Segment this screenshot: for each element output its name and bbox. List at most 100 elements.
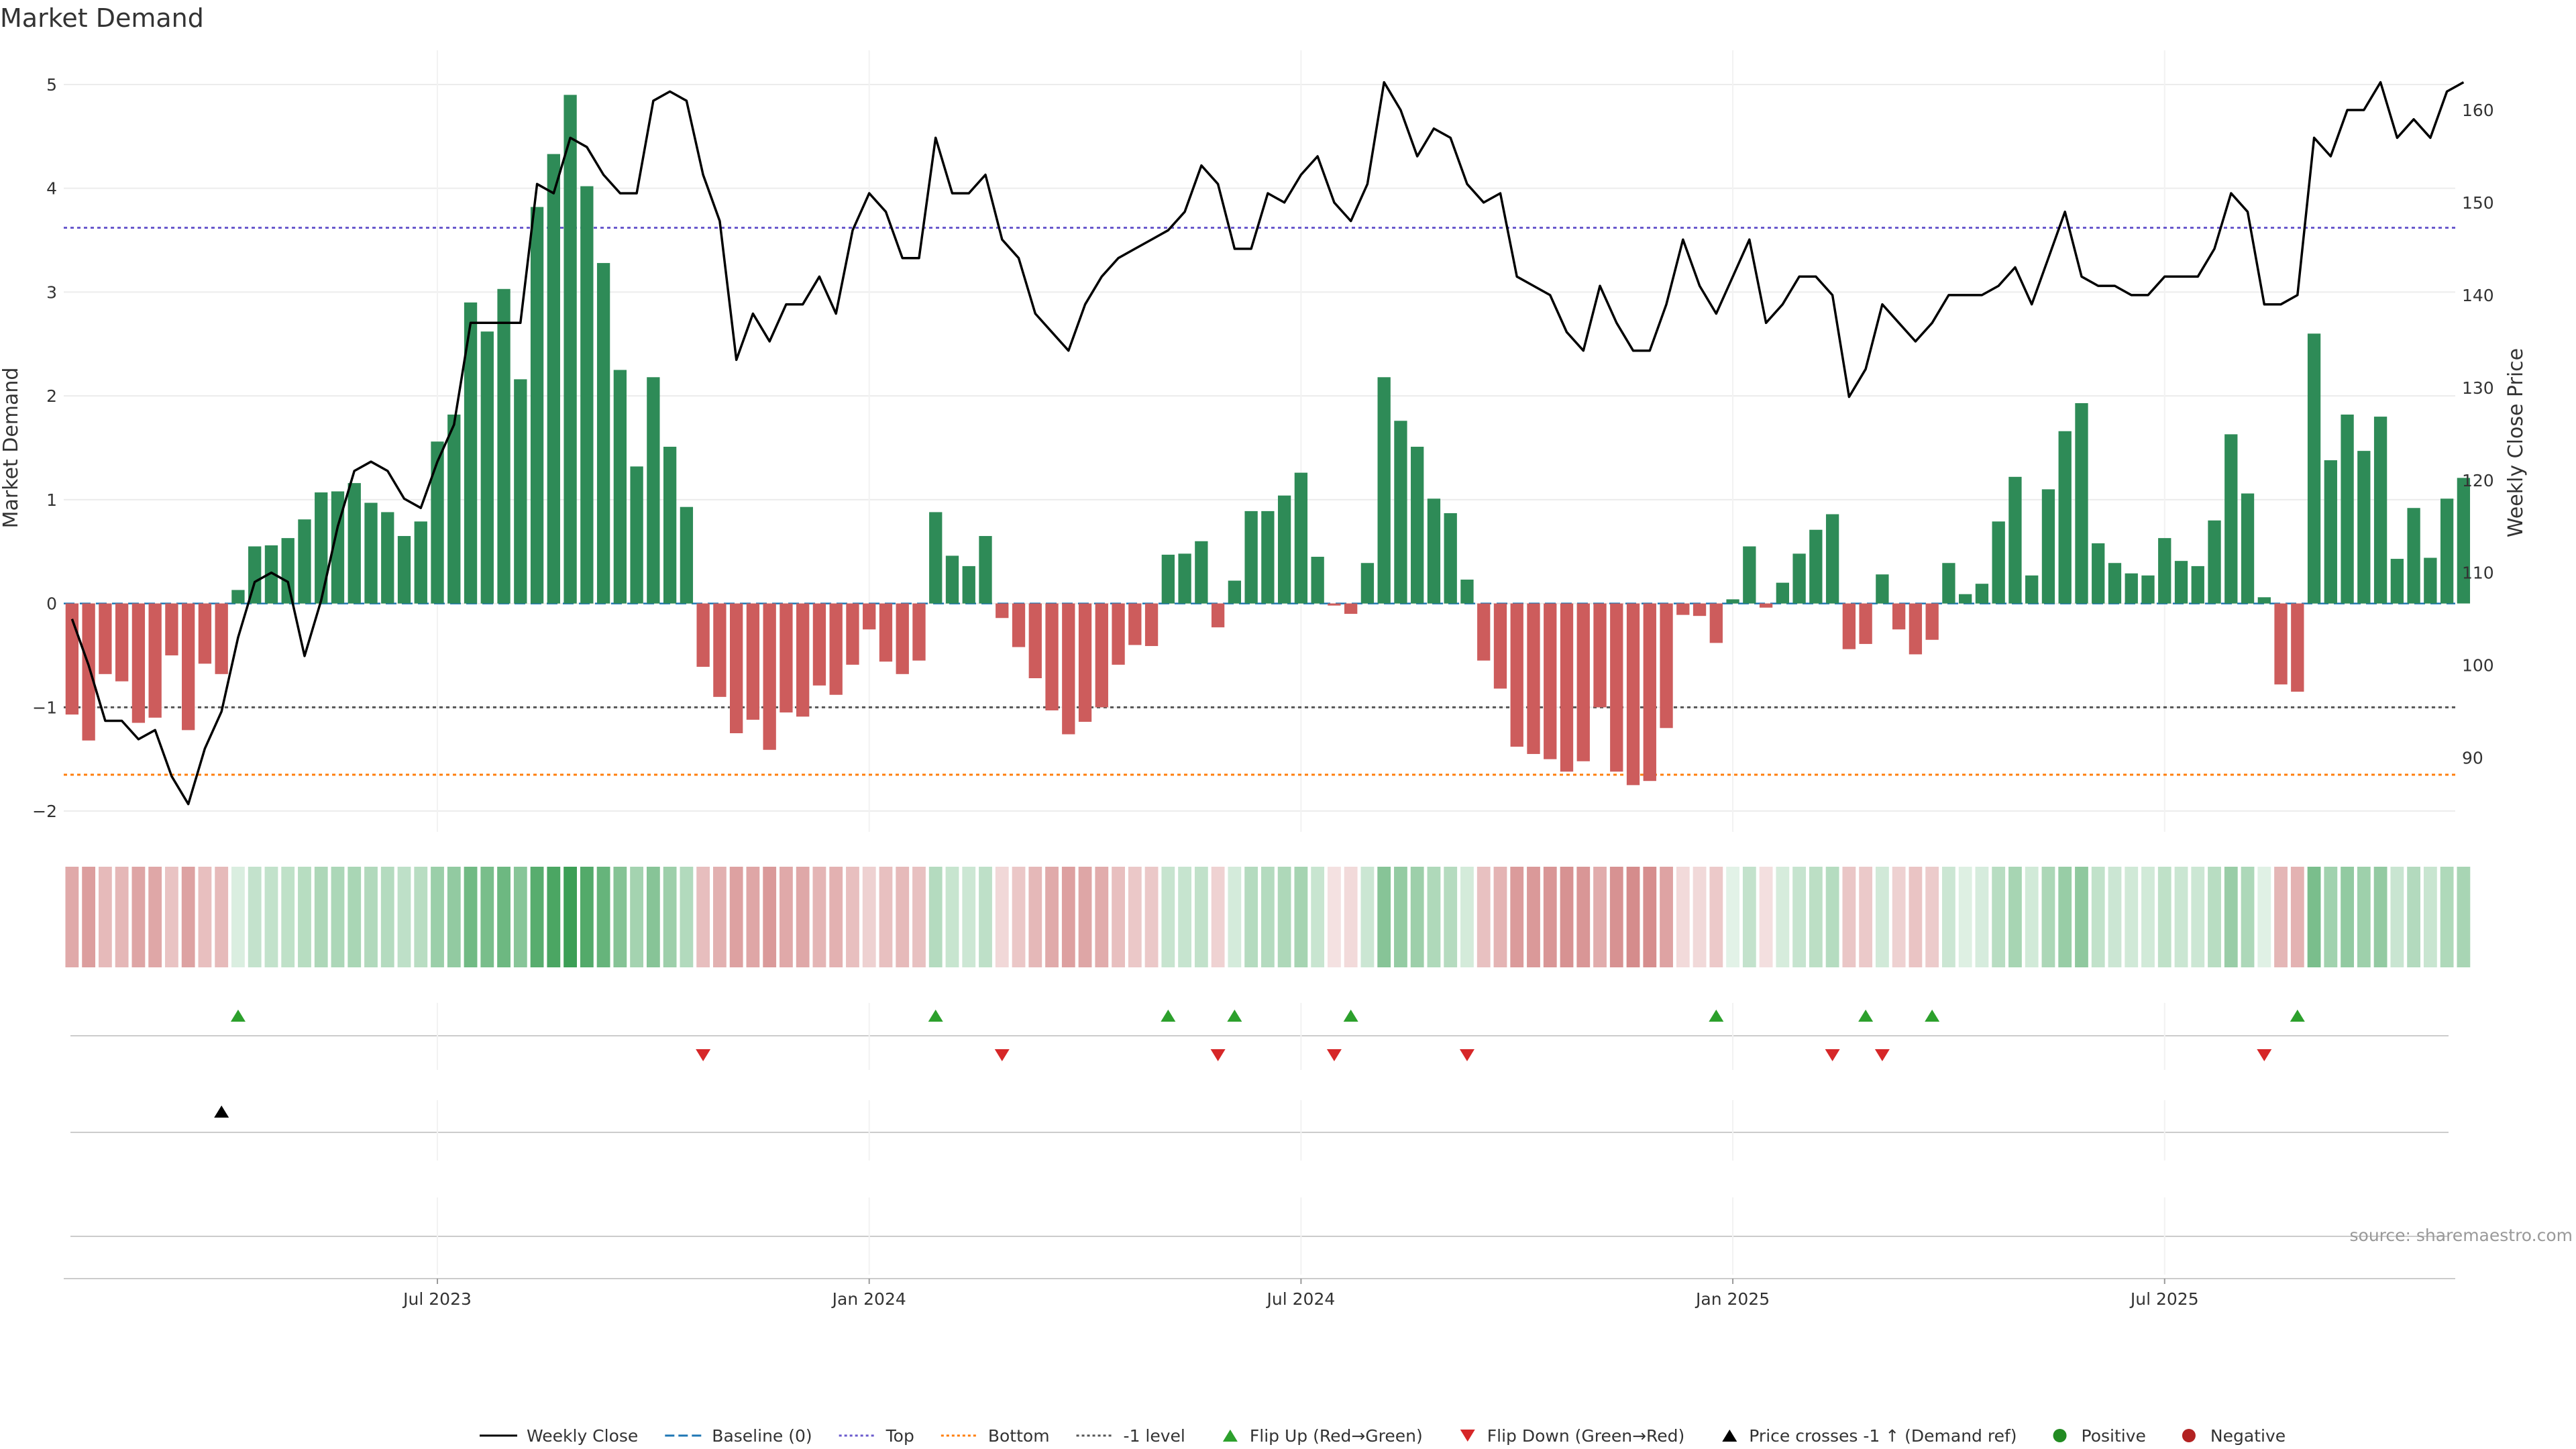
heatmap-cell (1078, 867, 1092, 967)
flip-up-marker (1227, 1010, 1242, 1022)
heatmap-cell (1742, 867, 1756, 967)
legend-item: Weekly Close (480, 1426, 638, 1446)
heatmap-cell (2440, 867, 2454, 967)
legend-label: Negative (2210, 1426, 2286, 1446)
heatmap-cell (1942, 867, 1955, 967)
heatmap-cell (281, 867, 295, 967)
y-tick-label: 3 (46, 282, 57, 302)
demand-bar (680, 506, 694, 604)
demand-bar (347, 483, 361, 604)
heatmap-cell (1759, 867, 1773, 967)
heatmap-cell (231, 867, 245, 967)
heatmap-cell (663, 867, 677, 967)
demand-bar (231, 590, 245, 604)
demand-bar (2424, 557, 2437, 604)
heatmap-cell (879, 867, 893, 967)
demand-bar (2291, 603, 2304, 692)
heatmap-cell (1144, 867, 1159, 967)
demand-bar (2274, 603, 2288, 685)
heatmap-cell (1809, 867, 1823, 967)
demand-bar (1427, 498, 1441, 604)
demand-bar (1527, 603, 1540, 754)
demand-bar (2158, 538, 2171, 604)
demand-bar (2108, 563, 2122, 604)
heatmap-cell (2407, 867, 2421, 967)
heatmap-cell (530, 867, 544, 967)
legend-label: Flip Up (Red→Green) (1250, 1426, 1423, 1446)
heatmap-cell (613, 867, 627, 967)
legend-triangle-up-icon (1222, 1430, 1238, 1442)
demand-bar (896, 603, 909, 674)
demand-bar (1045, 603, 1059, 710)
legend-item: Baseline (0) (665, 1426, 812, 1446)
heatmap-cell (696, 867, 710, 967)
legend-label: Top (885, 1426, 914, 1446)
heatmap-cell (298, 867, 311, 967)
demand-bar (1444, 513, 1457, 604)
demand-bar (2224, 434, 2238, 604)
legend-item: Flip Up (Red→Green) (1222, 1426, 1423, 1446)
demand-bar (447, 414, 461, 604)
demand-bar (1942, 563, 1955, 604)
legend-item: Bottom (941, 1426, 1050, 1446)
heatmap-cell (2390, 867, 2404, 967)
heatmap-cell (2174, 867, 2188, 967)
demand-bar (1610, 603, 1623, 772)
heatmap-cell (1244, 867, 1258, 967)
axes-layer: −2 −1 0 1 2 3 4 5 90 100 110 120 130 140 150 160 Market … (0, 75, 2528, 821)
demand-bar (1709, 603, 1723, 643)
heatmap-cell (630, 867, 644, 967)
heatmap-cell (1792, 867, 1807, 967)
heatmap-cell (2274, 867, 2288, 967)
empty-panel (70, 1197, 2449, 1275)
demand-bar (1842, 603, 1856, 649)
flip-up-marker (1709, 1010, 1724, 1022)
y-tick-label: 4 (46, 179, 57, 199)
demand-bar (2025, 575, 2039, 604)
chart-title: Market Demand (0, 3, 204, 33)
heatmap-cell (1228, 867, 1242, 967)
flip-up-marker (230, 1010, 246, 1022)
demand-bar (613, 370, 627, 604)
heatmap-cell (1444, 867, 1458, 967)
demand-bar (99, 603, 112, 674)
demand-bar (165, 603, 178, 655)
heatmap-cell (115, 867, 129, 967)
heatmap-cell (2290, 867, 2304, 967)
heatmap-cell (2058, 867, 2072, 967)
legend-triangle-down-icon (1460, 1430, 1475, 1442)
heatmap-cell (1776, 867, 1790, 967)
demand-bar (1859, 603, 1872, 644)
heatmap-cell (1460, 867, 1474, 967)
demand-bar (2341, 414, 2354, 604)
heatmap-cell (1128, 867, 1142, 967)
heatmap-cell (1975, 867, 1989, 967)
demand-bar (1776, 582, 1789, 604)
demand-bar (2390, 559, 2404, 604)
heatmap-cell (2423, 867, 2437, 967)
heatmap-cell (1360, 867, 1375, 967)
heatmap-cell (1161, 867, 1175, 967)
heatmap-cell (2224, 867, 2238, 967)
demand-bar (364, 502, 378, 604)
heatmap-strip (65, 867, 2471, 967)
heatmap-cell (763, 867, 777, 967)
x-tick-label: Jul 2023 (402, 1289, 472, 1309)
heatmap-cell (812, 867, 826, 967)
demand-bar (1643, 603, 1656, 782)
heatmap-cell (1909, 867, 1923, 967)
demand-bar (596, 263, 610, 604)
y-tick-label: 2 (46, 386, 57, 406)
demand-bar (812, 603, 826, 686)
heatmap-cell (2108, 867, 2122, 967)
demand-bar (1992, 521, 2005, 604)
demand-bar (1012, 603, 1026, 647)
heatmap-cell (1427, 867, 1441, 967)
flip-down-marker (696, 1049, 711, 1061)
demand-bar (1161, 554, 1175, 604)
demand-bar (1311, 556, 1324, 604)
heatmap-cell (1543, 867, 1557, 967)
y2-tick-label: 90 (2462, 749, 2483, 768)
y2-axis-title: Weekly Close Price (2504, 348, 2528, 537)
heatmap-cell (928, 867, 943, 967)
